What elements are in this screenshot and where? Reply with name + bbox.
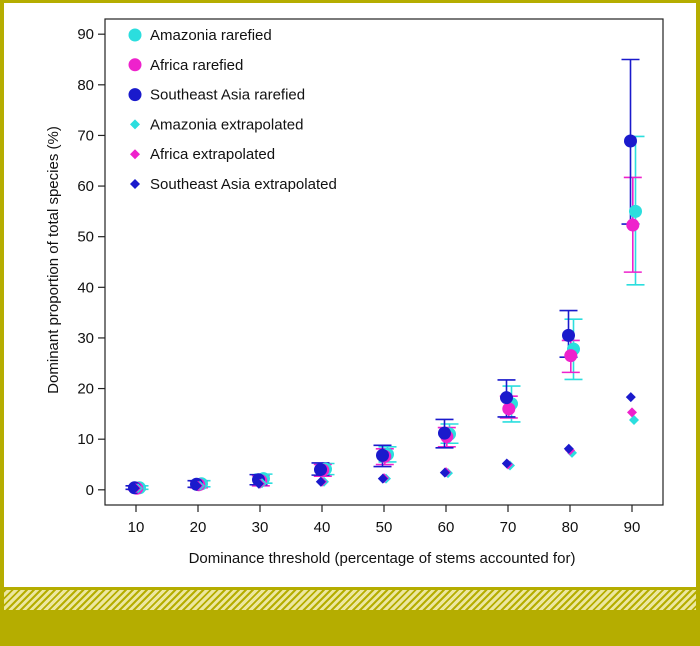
y-tick-label: 80 xyxy=(77,77,94,94)
x-tick-label: 40 xyxy=(314,519,331,536)
x-tick-label: 70 xyxy=(500,519,517,536)
legend-label: Africa rarefied xyxy=(150,57,243,74)
y-tick-label: 10 xyxy=(77,431,94,448)
x-tick-label: 80 xyxy=(562,519,579,536)
y-tick-label: 20 xyxy=(77,381,94,398)
data-point-diamond xyxy=(439,467,450,478)
data-point-diamond xyxy=(315,476,326,487)
data-point-diamond xyxy=(563,443,574,454)
data-point-circle xyxy=(562,328,575,342)
x-tick-label: 10 xyxy=(128,519,145,536)
data-point-diamond xyxy=(629,414,639,425)
legend-marker-diamond xyxy=(130,119,140,130)
data-point-circle xyxy=(629,204,642,218)
x-tick-label: 20 xyxy=(190,519,207,536)
data-point-circle xyxy=(564,349,578,363)
legend-label: Southeast Asia extrapolated xyxy=(150,176,337,193)
legend-marker-circle xyxy=(128,28,142,42)
x-tick-label: 60 xyxy=(438,519,455,536)
data-point-diamond xyxy=(501,458,512,469)
data-point-circle xyxy=(376,448,389,462)
decorative-stripe-band xyxy=(4,590,696,610)
data-point-circle xyxy=(624,134,637,148)
y-tick-label: 70 xyxy=(77,127,94,144)
y-axis-title: Dominant proportion of total species (%) xyxy=(45,126,62,394)
y-tick-label: 60 xyxy=(77,178,94,195)
data-point-circle xyxy=(500,391,513,405)
data-point-diamond xyxy=(627,407,637,418)
y-tick-label: 50 xyxy=(77,229,94,246)
legend-marker-diamond xyxy=(130,149,140,160)
data-point-diamond xyxy=(253,478,264,489)
data-points xyxy=(128,134,642,495)
y-tick-label: 40 xyxy=(77,279,94,296)
x-tick-label: 30 xyxy=(252,519,269,536)
data-point-circle xyxy=(438,426,451,440)
x-axis-title: Dominance threshold (percentage of stems… xyxy=(189,550,576,567)
tick-marks: 10 20 30 40 50 60 70 80 90 0 10 20 30 40 50 60 70 80 90 xyxy=(77,26,640,536)
data-point-diamond xyxy=(129,483,140,494)
x-tick-label: 90 xyxy=(624,519,641,536)
legend-marker-circle xyxy=(128,88,142,102)
data-point-circle xyxy=(626,218,640,232)
data-point-diamond xyxy=(625,392,636,403)
legend-marker-circle xyxy=(128,58,142,72)
legend-label: Africa extrapolated xyxy=(150,146,275,163)
figure-panel xyxy=(4,3,696,587)
legend-label: Amazonia extrapolated xyxy=(150,116,303,133)
legend-label: Southeast Asia rarefied xyxy=(150,87,305,104)
data-point-diamond xyxy=(377,473,388,484)
y-tick-label: 0 xyxy=(86,482,94,499)
data-point-diamond xyxy=(191,480,202,491)
data-point-circle xyxy=(502,402,516,416)
y-tick-label: 30 xyxy=(77,330,94,347)
x-tick-label: 50 xyxy=(376,519,393,536)
chart-legend: Amazonia rarefied Africa rarefied Southeas… xyxy=(128,27,337,193)
legend-marker-diamond xyxy=(130,179,140,189)
data-point-circle xyxy=(314,463,327,477)
y-tick-label: 90 xyxy=(77,26,94,43)
legend-label: Amazonia rarefied xyxy=(150,27,272,44)
